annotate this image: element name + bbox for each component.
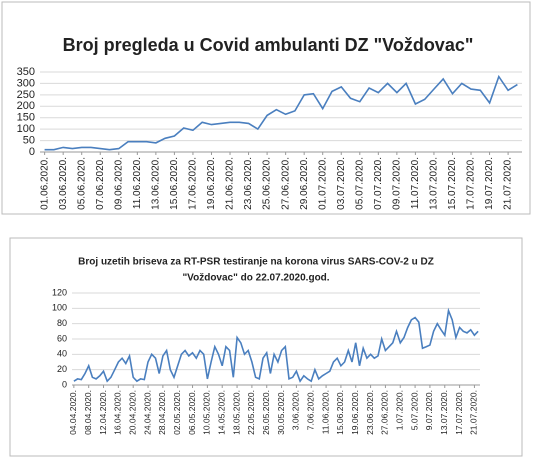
- x-tick-label: 05.07.2020.: [354, 157, 365, 210]
- x-tick-label: 18.05.2020.: [231, 390, 241, 435]
- x-tick-label: 21.07.2020.: [503, 157, 514, 210]
- x-tick-label: 13.07.2020.: [429, 157, 440, 210]
- x-tick-label: 9.07.2020.: [424, 390, 434, 430]
- x-tick-label: 01.06.2020.: [39, 157, 50, 210]
- x-tick-label: 17.07.2020.: [454, 390, 464, 435]
- x-tick-label: 05.06.2020.: [76, 157, 87, 210]
- chart-title: "Voždovac" do 22.07.2020.god.: [182, 273, 329, 284]
- x-tick-label: 03.07.2020.: [336, 157, 347, 210]
- x-tick-label: 08.04.2020.: [83, 390, 93, 435]
- x-tick-label: 11.06.2020.: [132, 157, 143, 209]
- x-tick-label: 06.05.2020.: [187, 390, 197, 435]
- x-tick-label: 07.06.2020.: [95, 157, 106, 210]
- y-tick-label: 120: [52, 287, 67, 297]
- chart-title: Broj uzetih briseva za RT-PSR testiranje…: [78, 257, 434, 268]
- x-tick-label: 19.06.2020.: [206, 157, 217, 210]
- x-tick-label: 02.05.2020.: [172, 390, 182, 435]
- x-tick-label: 03.06.2020.: [58, 157, 69, 210]
- x-tick-label: 27.06.2020.: [380, 390, 390, 435]
- x-tick-label: 07.07.2020.: [373, 157, 384, 210]
- chart-frame: [9, 237, 523, 457]
- x-tick-label: 7.06.2020.: [305, 390, 315, 430]
- y-tick-label: 150: [17, 112, 35, 124]
- y-tick-label: 0: [29, 146, 35, 158]
- x-tick-label: 29.06.2020.: [299, 157, 310, 210]
- x-tick-label: 04.04.2020.: [68, 390, 78, 435]
- data-line: [44, 74, 518, 151]
- y-tick-label: 250: [17, 89, 35, 101]
- x-tick-label: 13.07.2020.: [439, 390, 449, 435]
- y-tick-label: 300: [17, 77, 35, 89]
- x-tick-label: 27.06.2020.: [280, 157, 291, 210]
- y-tick-label: 50: [23, 134, 35, 146]
- x-tick-label: 19.06.2020.: [350, 390, 360, 435]
- x-tick-label: 23.06.2020.: [243, 157, 254, 210]
- x-tick-label: 17.07.2020.: [466, 157, 477, 210]
- x-tick-label: 17.06.2020.: [188, 157, 199, 210]
- x-tick-label: 12.04.2020.: [98, 390, 108, 435]
- y-tick-label: 40: [57, 349, 67, 359]
- chart-title: Broj pregleda u Covid ambulanti DZ "Vožd…: [63, 35, 474, 55]
- x-tick-label: 30.05.2020.: [276, 390, 286, 435]
- data-line: [73, 307, 479, 383]
- x-tick-label: 24.04.2020.: [142, 390, 152, 435]
- x-tick-label: 01.07.2020.: [317, 157, 328, 210]
- y-tick-label: 100: [17, 123, 35, 135]
- y-tick-label: 100: [52, 303, 67, 313]
- x-tick-label: 19.07.2020.: [484, 157, 495, 210]
- chart-frame: [1, 1, 531, 215]
- x-tick-label: 13.06.2020.: [151, 157, 162, 210]
- x-tick-label: 09.06.2020.: [113, 157, 124, 210]
- x-tick-label: 20.04.2020.: [127, 390, 137, 435]
- x-tick-label: 10.05.2020.: [202, 390, 212, 435]
- x-tick-label: 16.04.2020.: [113, 390, 123, 435]
- x-tick-label: 26.05.2020.: [261, 390, 271, 435]
- x-tick-label: 1.07.2020.: [395, 390, 405, 430]
- x-tick-label: 11.06.2020.: [320, 390, 330, 434]
- x-tick-label: 25.06.2020.: [262, 157, 273, 210]
- x-tick-label: 5.07.2020.: [409, 390, 419, 430]
- y-tick-label: 60: [57, 333, 67, 343]
- x-tick-label: 15.06.2020.: [169, 157, 180, 210]
- x-tick-label: 15.06.2020.: [335, 390, 345, 435]
- y-tick-label: 20: [57, 364, 67, 374]
- y-tick-label: 200: [17, 100, 35, 112]
- y-tick-label: 80: [57, 318, 67, 328]
- x-tick-label: 3.06.2020.: [291, 390, 301, 430]
- x-tick-label: 09.07.2020.: [392, 157, 403, 210]
- x-tick-label: 14.05.2020.: [216, 390, 226, 435]
- x-tick-label: 22.05.2020.: [246, 390, 256, 435]
- x-tick-label: 28.04.2020.: [157, 390, 167, 435]
- x-tick-label: 15.07.2020.: [447, 157, 458, 210]
- x-tick-label: 21.07.2020.: [469, 390, 479, 435]
- x-tick-label: 21.06.2020.: [225, 157, 236, 210]
- y-tick-label: 350: [17, 66, 35, 78]
- x-tick-label: 11.07.2020.: [410, 157, 421, 209]
- x-tick-label: 23.06.2020.: [365, 390, 375, 435]
- y-tick-label: 0: [62, 379, 67, 389]
